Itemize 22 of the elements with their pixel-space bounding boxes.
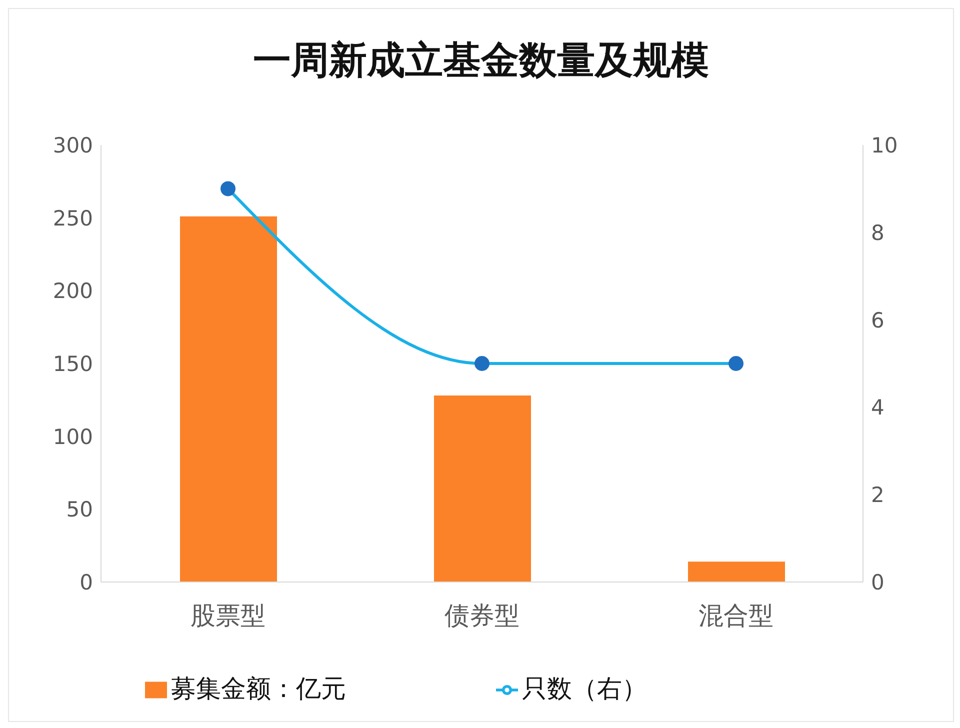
x-tick-label: 债券型 [444, 600, 520, 630]
x-tick-label: 股票型 [190, 600, 266, 630]
x-tick-label: 混合型 [698, 600, 774, 630]
bar [434, 396, 531, 582]
y2-tick-label: 4 [871, 396, 884, 420]
y-tick-label: 300 [52, 133, 93, 158]
y2-tick-label: 10 [871, 133, 898, 158]
bar [688, 562, 785, 582]
y-tick-label: 250 [52, 206, 93, 230]
bar [180, 216, 277, 582]
y2-tick-label: 6 [871, 308, 884, 332]
chart-title: 一周新成立基金数量及规模 [252, 37, 710, 84]
y-tick-label: 50 [66, 498, 93, 522]
y2-tick-label: 8 [871, 220, 884, 245]
y-tick-label: 150 [52, 352, 93, 376]
legend-label: 只数（右） [522, 674, 647, 703]
y2-tick-label: 0 [871, 570, 884, 594]
y-tick-label: 200 [52, 279, 93, 304]
y-tick-label: 0 [80, 570, 93, 594]
legend-label: 募集金额：亿元 [171, 674, 346, 703]
y2-tick-label: 2 [871, 483, 884, 508]
y-tick-label: 100 [52, 424, 93, 449]
